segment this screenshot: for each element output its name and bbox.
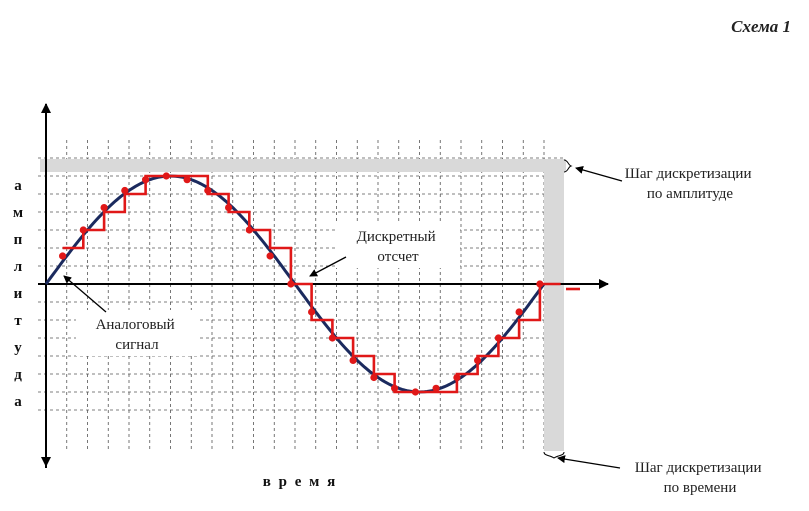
y-axis-letter: м xyxy=(13,205,23,221)
sample-point xyxy=(494,334,502,342)
y-axis-letter: а xyxy=(14,178,22,194)
amplitude-step-brace xyxy=(563,159,573,173)
sample-point xyxy=(391,384,399,392)
y-axis-letter: л xyxy=(14,259,23,275)
sample-point xyxy=(142,176,150,184)
sample-points xyxy=(59,172,544,396)
sample-point xyxy=(328,334,336,342)
time-step-label: Шаг дискретизации по времени xyxy=(635,460,765,496)
sample-point xyxy=(287,280,295,288)
sample-point xyxy=(183,176,191,184)
sample-point xyxy=(266,252,274,260)
sample-point xyxy=(121,186,129,195)
amplitude-step-band xyxy=(40,159,566,172)
time-step-pointer xyxy=(557,455,621,469)
time-step-band xyxy=(544,172,564,451)
sample-point xyxy=(536,280,544,288)
sample-point xyxy=(411,388,419,396)
time-step-brace xyxy=(543,451,565,459)
amplitude-step-label: Шаг дискретизации по амплитуде xyxy=(625,166,755,202)
sample-point xyxy=(225,204,233,212)
discrete-sample-pointer xyxy=(309,256,347,277)
sample-point xyxy=(79,226,87,234)
sample-point xyxy=(245,226,253,234)
discrete-label-bg xyxy=(336,222,460,268)
y-axis-letter: д xyxy=(14,367,22,383)
y-axis-letter: а xyxy=(14,394,22,410)
analog-signal-label: Аналоговый сигнал xyxy=(96,317,179,353)
y-axis-letter: т xyxy=(14,313,22,329)
sample-point xyxy=(100,204,108,212)
y-axis-letter: и xyxy=(14,286,23,302)
sample-point xyxy=(204,186,212,195)
y-axis-letter: п xyxy=(14,232,23,248)
sample-point xyxy=(308,308,316,316)
sample-point xyxy=(474,356,482,364)
sample-point xyxy=(349,356,357,364)
sample-point xyxy=(515,308,523,316)
amplitude-step-pointer xyxy=(575,166,623,182)
discrete-sample-label: Дискретный отсчет xyxy=(357,229,440,265)
y-axis-letter: у xyxy=(14,340,22,356)
sample-point xyxy=(59,252,67,260)
analog-signal-pointer xyxy=(63,275,107,313)
sample-point xyxy=(162,172,170,180)
analog-label-bg xyxy=(76,310,198,356)
schema-label: Схема 1 xyxy=(731,17,791,36)
sample-point xyxy=(370,373,378,382)
sample-point xyxy=(432,384,440,392)
grid xyxy=(38,140,566,452)
sample-point xyxy=(453,373,461,382)
x-axis-label: в р е м я xyxy=(263,474,337,490)
